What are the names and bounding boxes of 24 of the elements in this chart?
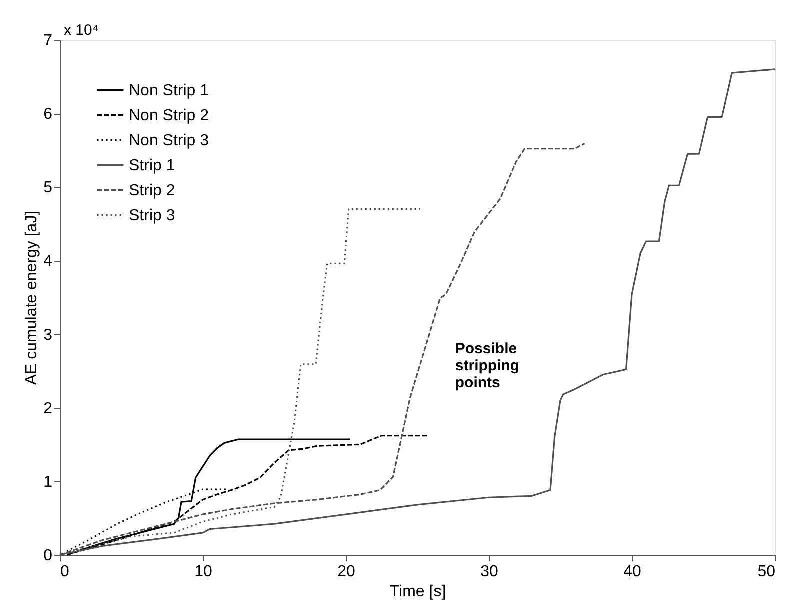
y-tick-label: 6	[44, 106, 53, 124]
y-tick-label: 4	[44, 253, 53, 270]
x-tick-label: 0	[60, 564, 70, 580]
text: x 10⁴	[64, 22, 99, 39]
y-tick-label: 3	[44, 326, 53, 344]
x-tick-label: 20	[338, 564, 356, 580]
legend-label: Strip 2	[129, 182, 176, 200]
legend-label: Non Strip 2	[129, 108, 210, 124]
x-tick-label: 10	[194, 564, 212, 580]
y-axis-title: AE cumulate energy [aJ]	[24, 210, 41, 386]
legend-label: Non Strip 3	[129, 132, 210, 150]
annotation: Possible stripping points	[455, 340, 520, 392]
legend-label: Non Strip 1	[129, 82, 210, 100]
x-tick-label: 50	[758, 564, 776, 580]
y-tick-label: 1	[44, 474, 53, 491]
x-tick-label: 30	[480, 564, 498, 580]
legend-label: Strip 1	[129, 158, 176, 174]
legend-label: Strip 3	[129, 208, 176, 224]
y-tick-label: 7	[44, 32, 53, 50]
y-tick-label: 2	[44, 400, 53, 418]
y-tick-label: 0	[44, 548, 53, 564]
x-axis-title: Time [s]	[390, 584, 446, 600]
y-tick-label: 5	[44, 180, 53, 197]
x-tick-label: 40	[624, 564, 642, 580]
